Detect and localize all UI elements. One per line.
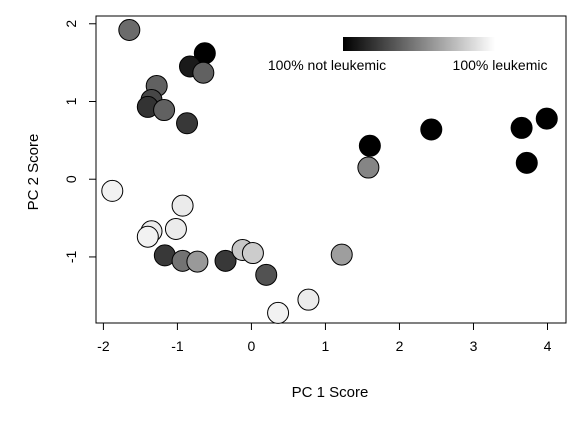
x-tick-label: 3 [470, 338, 478, 354]
x-tick-label: 2 [396, 338, 404, 354]
data-point [214, 249, 237, 272]
data-point [164, 217, 187, 240]
data-point [255, 263, 278, 286]
x-tick-label: -1 [171, 338, 184, 354]
data-point [186, 250, 209, 273]
legend: 100% not leukemic 100% leukemic [268, 37, 548, 73]
data-point [420, 118, 443, 141]
data-point [176, 112, 199, 135]
data-point [241, 242, 264, 265]
data-point [297, 288, 320, 311]
data-point [330, 243, 353, 266]
data-points [101, 18, 558, 324]
data-point [192, 61, 215, 84]
x-tick-label: 1 [322, 338, 330, 354]
legend-color-gradient [343, 37, 495, 51]
data-point [357, 156, 380, 179]
x-tick-label: 4 [544, 338, 552, 354]
y-tick-label: 2 [63, 20, 79, 28]
data-point [136, 225, 159, 248]
y-tick-label: -1 [63, 251, 79, 264]
data-point [153, 99, 176, 122]
data-point [118, 18, 141, 41]
data-point [101, 179, 124, 202]
x-tick-label: -2 [97, 338, 110, 354]
x-axis-title: PC 1 Score [292, 384, 369, 401]
data-point [515, 151, 538, 174]
data-point [535, 107, 558, 130]
x-tick-label: 0 [248, 338, 256, 354]
data-point [510, 116, 533, 139]
y-tick-label: 1 [63, 97, 79, 105]
legend-high-label: 100% leukemic [453, 57, 548, 73]
y-tick-label: 0 [63, 175, 79, 183]
data-point [171, 194, 194, 217]
data-point [358, 134, 381, 157]
axes: -2 -1 0 1 2 3 4 -1 0 1 2 [63, 15, 567, 354]
data-point [267, 301, 290, 324]
plot-frame [95, 15, 567, 324]
legend-low-label: 100% not leukemic [268, 57, 386, 73]
y-axis-title: PC 2 Score [25, 134, 42, 211]
